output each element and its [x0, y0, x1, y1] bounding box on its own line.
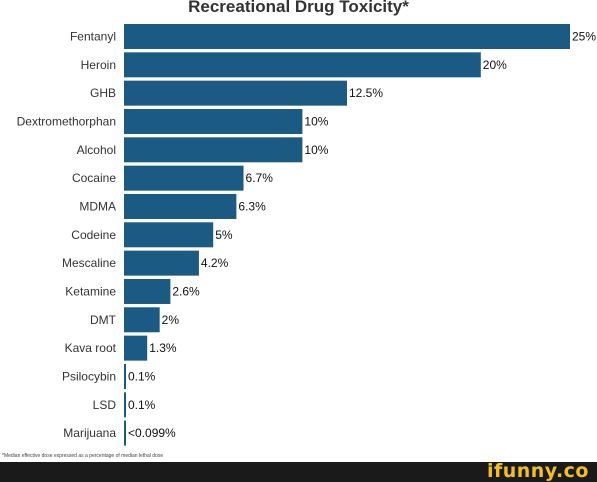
- category-label-dextromethorphan: Dextromethorphan: [17, 114, 116, 128]
- value-label-dextromethorphan: 10%: [304, 114, 328, 128]
- category-label-kava-root: Kava root: [65, 341, 117, 355]
- value-label-mescaline: 4.2%: [201, 256, 229, 270]
- bar-chart: Fentanyl 25% Heroin 20% GHB 12.5% Dextromethor…: [17, 24, 596, 446]
- chart-title: Recreational Drug Toxicity*: [188, 0, 409, 16]
- category-label-mescaline: Mescaline: [62, 256, 116, 270]
- bar-fentanyl: [124, 24, 570, 49]
- bar-cocaine: [124, 165, 244, 191]
- ifunny-logo: ifunny.co: [486, 460, 589, 482]
- value-label-kava-root: 1.3%: [149, 341, 177, 355]
- category-label-alcohol: Alcohol: [77, 143, 116, 157]
- value-label-alcohol: 10%: [304, 143, 328, 157]
- bar-lsd: [124, 392, 126, 418]
- bar-psilocybin: [124, 363, 126, 389]
- value-label-heroin: 20%: [483, 58, 507, 72]
- bar-dmt: [124, 307, 160, 333]
- category-label-ketamine: Ketamine: [65, 284, 116, 298]
- category-label-heroin: Heroin: [81, 58, 116, 72]
- bar-alcohol: [124, 137, 303, 163]
- bar-codeine: [124, 222, 214, 248]
- category-label-ghb: GHB: [90, 86, 116, 100]
- bar-ketamine: [124, 278, 171, 304]
- value-label-psilocybin: 0.1%: [128, 369, 156, 383]
- category-label-psilocybin: Psilocybin: [62, 369, 116, 383]
- category-label-mdma: MDMA: [79, 199, 116, 213]
- value-label-marijuana: <0.099%: [128, 426, 176, 440]
- bar-kava-root: [124, 335, 148, 361]
- chart-footnote: *Median effective dose expressed as a pe…: [2, 453, 164, 459]
- value-label-mdma: 6.3%: [238, 199, 266, 213]
- value-label-fentanyl: 25%: [572, 30, 596, 44]
- bar-mescaline: [124, 250, 199, 276]
- category-label-cocaine: Cocaine: [72, 171, 116, 185]
- category-label-lsd: LSD: [93, 398, 117, 412]
- value-label-lsd: 0.1%: [128, 398, 156, 412]
- bar-heroin: [124, 52, 481, 78]
- bar-ghb: [124, 80, 347, 106]
- bar-dextromethorphan: [124, 108, 303, 134]
- value-label-ketamine: 2.6%: [172, 284, 200, 298]
- bar-marijuana: [124, 420, 126, 446]
- category-label-marijuana: Marijuana: [63, 426, 116, 440]
- value-label-dmt: 2%: [162, 313, 180, 327]
- watermark-bar: ifunny.co: [0, 460, 597, 482]
- category-label-fentanyl: Fentanyl: [70, 30, 116, 44]
- value-label-codeine: 5%: [215, 228, 233, 242]
- value-label-cocaine: 6.7%: [246, 171, 274, 185]
- bar-mdma: [124, 193, 237, 219]
- value-label-ghb: 12.5%: [349, 86, 383, 100]
- category-label-codeine: Codeine: [71, 228, 116, 242]
- category-label-dmt: DMT: [90, 313, 117, 327]
